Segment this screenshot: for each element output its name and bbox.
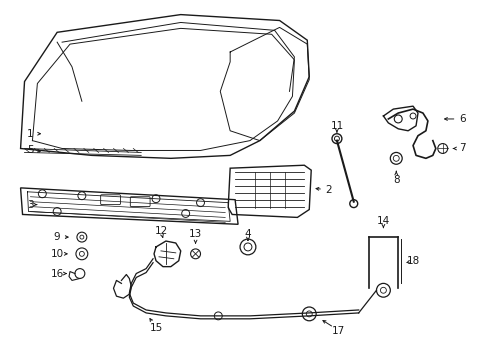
Text: 8: 8 [392,175,399,185]
Text: 16: 16 [50,269,63,279]
Text: 4: 4 [244,229,251,239]
Text: 2: 2 [325,185,332,195]
Text: 1: 1 [27,129,34,139]
Text: 17: 17 [332,326,345,336]
Text: 18: 18 [406,256,419,266]
Text: 9: 9 [54,232,61,242]
Circle shape [437,144,447,153]
Text: 10: 10 [50,249,63,259]
Text: 12: 12 [154,226,167,236]
Text: 11: 11 [329,121,343,131]
Text: 15: 15 [149,323,163,333]
Text: 7: 7 [458,144,465,153]
Text: 6: 6 [458,114,465,124]
Text: 13: 13 [188,229,202,239]
Text: 5: 5 [27,145,34,156]
Text: 14: 14 [376,216,389,226]
Text: 3: 3 [27,199,34,210]
